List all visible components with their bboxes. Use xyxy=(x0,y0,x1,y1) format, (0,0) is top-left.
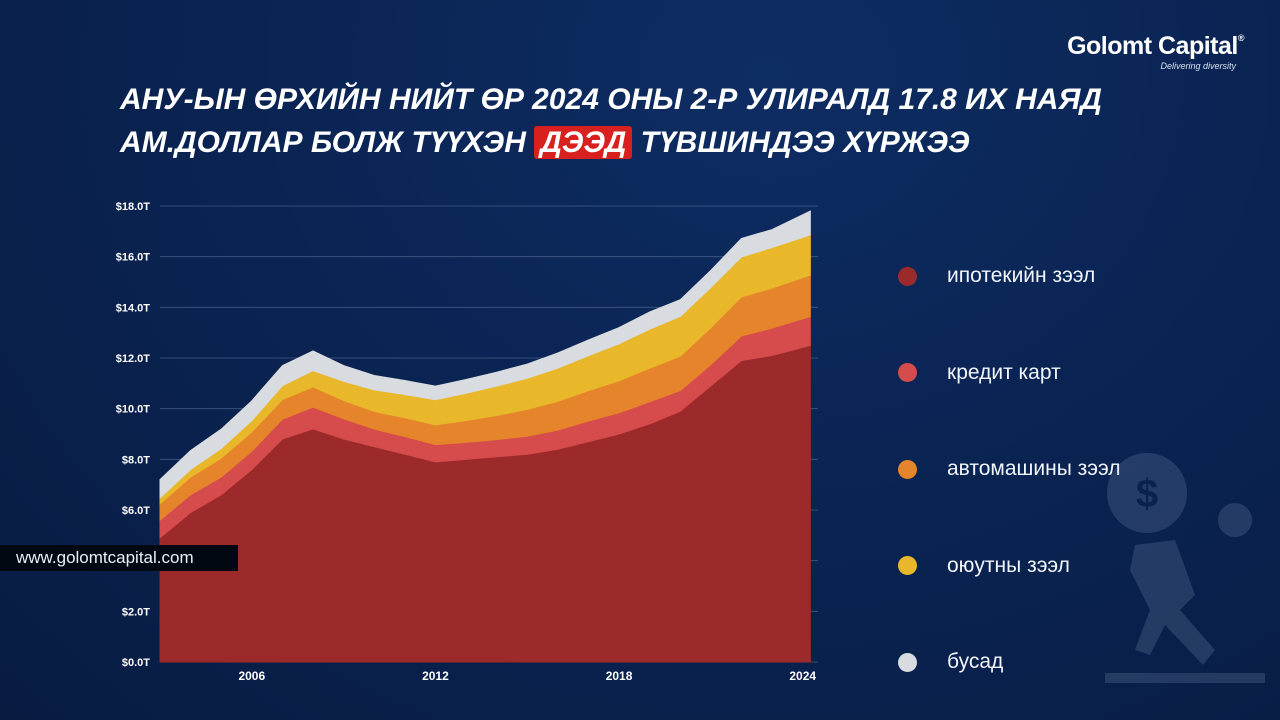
brand-tagline: Delivering diversity xyxy=(1160,61,1236,71)
title-line-2: АМ.ДОЛЛАР БОЛЖ ТҮҮХЭН ДЭЭД ТҮВШИНДЭЭ ХҮР… xyxy=(120,121,1210,164)
legend-item-credit-card: кредит карт xyxy=(898,325,1121,422)
y-tick-label: $10.0T xyxy=(116,404,151,416)
legend-item-other: бусад xyxy=(898,614,1121,711)
brand-registered-mark: ® xyxy=(1237,33,1245,43)
y-tick-label: $8.0T xyxy=(122,454,150,466)
legend-label-other: бусад xyxy=(947,650,1004,674)
brand-name: Golomt Capital xyxy=(1067,32,1238,60)
y-axis-ticks: $0.0T $2.0T $6.0T $8.0T $10.0T $12.0T $14.0T $1… xyxy=(116,201,151,669)
brand-logo: Golomt Capital® Delivering diversity xyxy=(1067,32,1245,72)
debt-burden-icon: $ xyxy=(1105,453,1265,683)
legend-dot-other xyxy=(898,652,917,672)
y-tick-label: $16.0T xyxy=(116,252,151,264)
y-tick-label: $6.0T xyxy=(122,505,150,517)
x-tick-label: 2012 xyxy=(422,669,449,683)
legend-item-mortgage: ипотекийн зээл xyxy=(898,228,1121,325)
area-other xyxy=(159,210,811,499)
title-line-1: АНУ-ЫН ӨРХИЙН НИЙТ ӨР 2024 ОНЫ 2-Р УЛИРА… xyxy=(120,83,1102,116)
svg-text:$: $ xyxy=(1136,472,1158,516)
chart-areas xyxy=(159,210,811,663)
x-tick-label: 2018 xyxy=(606,669,633,683)
legend-dot-auto xyxy=(898,459,917,479)
y-tick-label: $0.0T xyxy=(122,657,150,669)
legend-item-auto: автомашины зээл xyxy=(898,421,1121,518)
legend-dot-credit-card xyxy=(898,363,917,383)
legend-label-auto: автомашины зээл xyxy=(947,457,1121,481)
legend-dot-student xyxy=(898,556,917,576)
y-tick-label: $14.0T xyxy=(116,302,151,314)
legend-dot-mortgage xyxy=(898,266,917,286)
x-tick-label: 2006 xyxy=(238,669,265,683)
legend-label-mortgage: ипотекийн зээл xyxy=(947,264,1096,288)
y-tick-label: $12.0T xyxy=(116,353,151,365)
title-line-2-end: ТҮВШИНДЭЭ ХҮРЖЭЭ xyxy=(640,126,970,159)
title-highlight: ДЭЭД xyxy=(534,126,633,159)
y-tick-label: $18.0T xyxy=(116,201,151,213)
legend-item-student: оюутны зээл xyxy=(898,518,1121,615)
title-line-2-start: АМ.ДОЛЛАР БОЛЖ ТҮҮХЭН xyxy=(120,126,526,159)
website-url: www.golomtcapital.com xyxy=(0,545,238,571)
legend-label-credit-card: кредит карт xyxy=(947,360,1061,384)
page-title: АНУ-ЫН ӨРХИЙН НИЙТ ӨР 2024 ОНЫ 2-Р УЛИРА… xyxy=(120,78,1210,164)
y-tick-label: $2.0T xyxy=(122,606,150,618)
chart-legend: ипотекийн зээл кредит карт автомашины зэ… xyxy=(898,228,1121,711)
x-tick-label: 2024 xyxy=(789,669,816,683)
x-axis-ticks: 2006 2012 2018 2024 xyxy=(238,669,816,683)
legend-label-student: оюутны зээл xyxy=(947,553,1070,577)
